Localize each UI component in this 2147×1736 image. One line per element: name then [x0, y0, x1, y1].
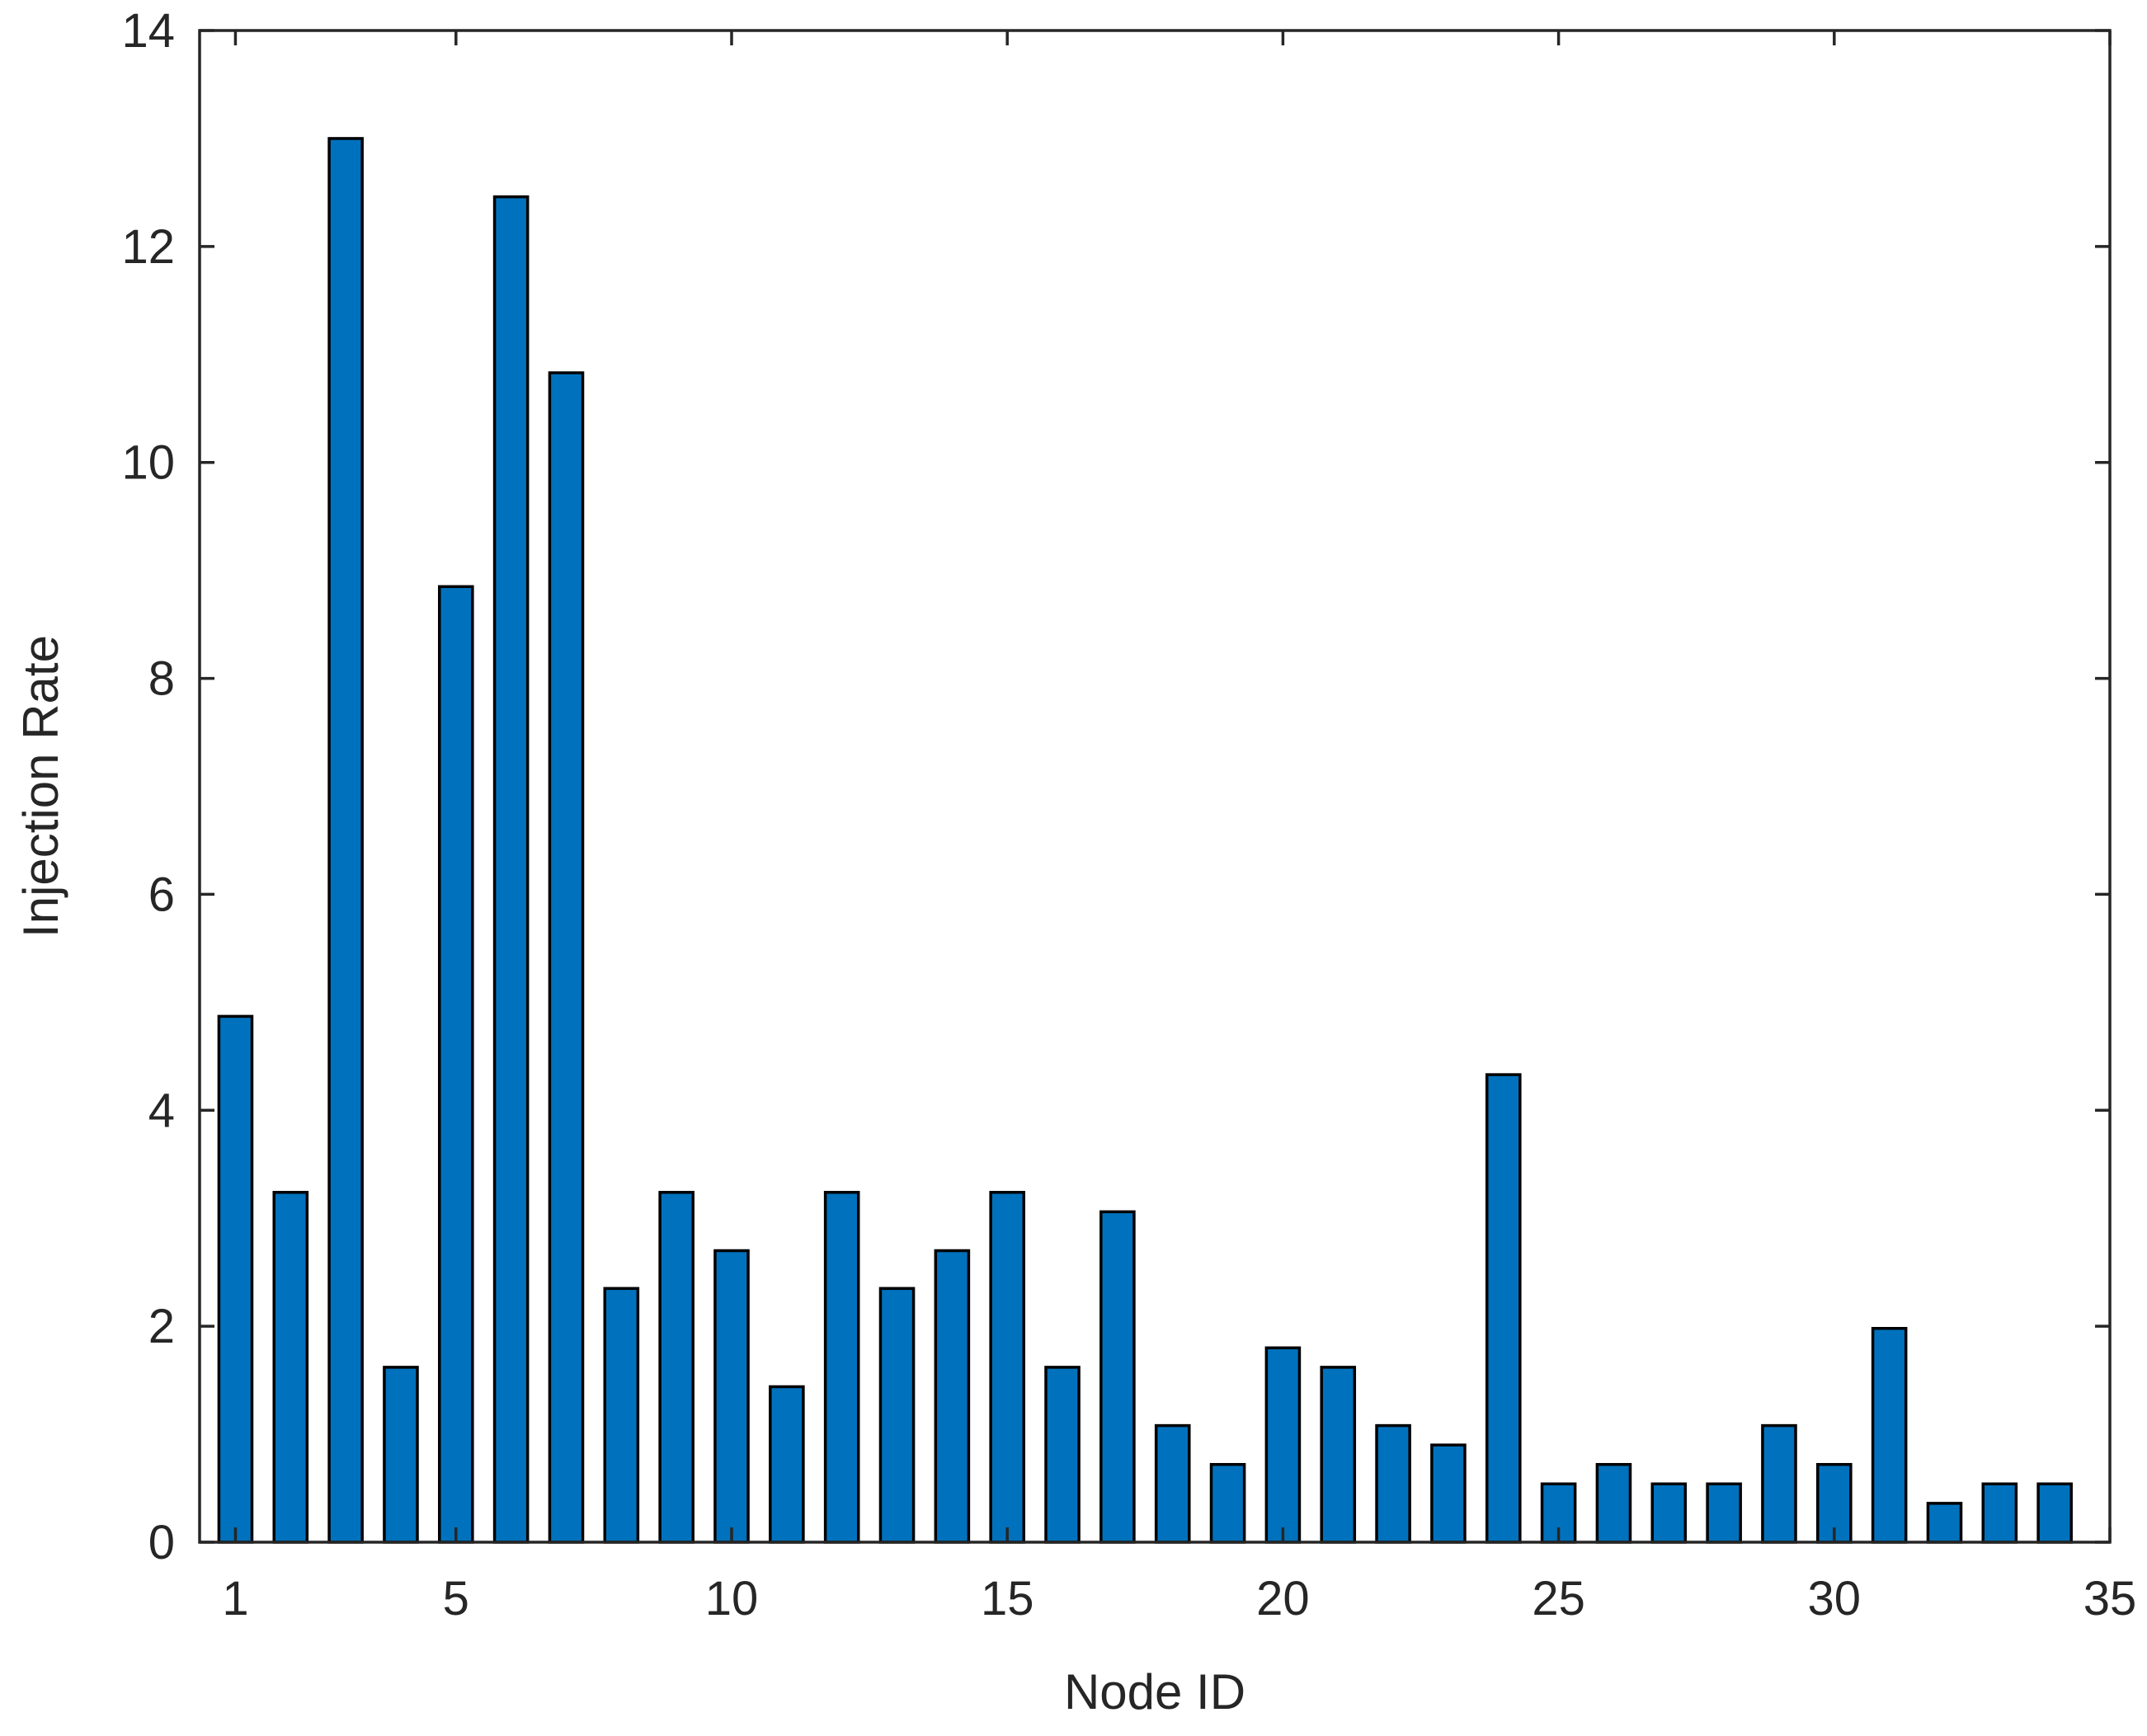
bar-node-3: [327, 137, 364, 1544]
bar-node-7: [548, 371, 585, 1544]
x-tick-label-10: 10: [705, 1572, 759, 1625]
bar-node-18: [1154, 1423, 1191, 1544]
bar-node-15: [989, 1191, 1026, 1544]
bar-node-31: [1871, 1327, 1908, 1544]
y-tick-label-12: 12: [121, 220, 175, 274]
y-tick-label-10: 10: [121, 436, 175, 490]
x-tick-label-5: 5: [443, 1572, 469, 1625]
bar-node-24: [1485, 1073, 1522, 1544]
bar-node-12: [823, 1191, 860, 1544]
bar-node-23: [1430, 1443, 1467, 1544]
x-tick-label-1: 1: [222, 1572, 248, 1625]
x-axis-title: Node ID: [1064, 1664, 1245, 1720]
bar-node-21: [1320, 1366, 1357, 1544]
x-tick-label-35: 35: [2083, 1572, 2137, 1625]
bar-node-14: [934, 1249, 971, 1544]
x-tick-label-25: 25: [1532, 1572, 1585, 1625]
bar-node-34: [2036, 1482, 2073, 1544]
bar-node-5: [438, 585, 474, 1544]
bar-node-22: [1375, 1423, 1411, 1544]
bars-layer: [217, 137, 2073, 1544]
y-tick-label-6: 6: [148, 868, 175, 921]
y-axis-title: Injection Rate: [13, 635, 68, 938]
y-tick-label-14: 14: [121, 4, 175, 58]
bar-node-16: [1044, 1366, 1081, 1544]
bar-node-1: [217, 1014, 254, 1544]
bar-node-33: [1981, 1482, 2018, 1544]
y-tick-label-0: 0: [148, 1516, 175, 1569]
bar-node-28: [1706, 1482, 1742, 1544]
y-tick-label-2: 2: [148, 1300, 175, 1353]
x-tick-label-15: 15: [981, 1572, 1034, 1625]
bar-node-27: [1650, 1482, 1688, 1544]
x-tick-label-20: 20: [1256, 1572, 1310, 1625]
bar-node-19: [1209, 1462, 1246, 1544]
bar-node-4: [383, 1366, 419, 1544]
bar-node-2: [272, 1191, 309, 1544]
bar-node-26: [1595, 1462, 1632, 1544]
bar-node-20: [1264, 1346, 1302, 1544]
bar-node-13: [878, 1287, 916, 1544]
plot-frame: [198, 29, 2112, 1544]
y-tick-label-8: 8: [148, 652, 175, 706]
bar-node-9: [658, 1191, 694, 1544]
y-tick-label-4: 4: [148, 1084, 175, 1137]
x-tick-label-30: 30: [1808, 1572, 1862, 1625]
bar-node-32: [1926, 1502, 1963, 1544]
bar-node-11: [769, 1385, 805, 1544]
axes-layer: [198, 29, 2112, 1544]
bar-node-29: [1761, 1423, 1797, 1544]
bar-node-17: [1099, 1210, 1136, 1544]
bar-node-8: [603, 1287, 640, 1544]
bar-node-6: [492, 195, 530, 1544]
bar-node-10: [713, 1249, 750, 1544]
